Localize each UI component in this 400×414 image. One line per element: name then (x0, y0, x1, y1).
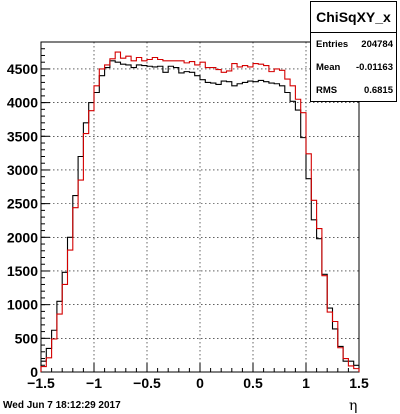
timestamp-footer: Wed Jun 7 18:12:29 2017 (3, 400, 121, 411)
stats-mean-row: Mean -0.01163 (311, 56, 396, 79)
stats-entries-row: Entries 204784 (311, 33, 396, 56)
y-tick-labels: 0 500 1000 1500 2000 2500 3000 3500 4000 4500 (7, 61, 38, 380)
stats-box: ChiSqXY_x Entries 204784 Mean -0.01163 R… (310, 1, 397, 102)
x-tick-label: 0 (196, 375, 204, 391)
x-tick-label: −0.5 (133, 375, 161, 391)
x-tick-label: −1.5 (27, 375, 55, 391)
y-tick-label: 4500 (7, 61, 38, 77)
y-tick-label: 1000 (7, 297, 38, 313)
y-tick-label: 3000 (7, 162, 38, 178)
stats-rms-label: RMS (316, 85, 338, 96)
y-tick-label: 0 (30, 364, 38, 380)
grid-lines (41, 42, 359, 372)
stats-rms-row: RMS 0.6815 (311, 79, 396, 102)
x-tick-label: 1.5 (349, 375, 369, 391)
stats-mean-label: Mean (316, 62, 341, 73)
y-tick-label: 500 (15, 330, 39, 346)
y-tick-label: 1500 (7, 263, 38, 279)
stats-rms-value: 0.6815 (363, 85, 393, 96)
histogram-series (40, 51, 360, 372)
stats-title: ChiSqXY_x (311, 2, 396, 33)
y-tick-label: 3500 (7, 128, 38, 144)
x-tick-label: −1 (86, 375, 102, 391)
x-tick-labels: −1.5 −1 −0.5 0 0.5 1 1.5 (27, 375, 369, 391)
x-tick-label: 0.5 (243, 375, 263, 391)
x-tick-label: 1 (302, 375, 310, 391)
axis-ticks (40, 41, 360, 373)
stats-entries-value: 204784 (361, 39, 393, 50)
stats-entries-label: Entries (316, 39, 349, 50)
y-tick-label: 2000 (7, 229, 38, 245)
series-black-histogram (40, 60, 360, 372)
y-tick-label: 2500 (7, 196, 38, 212)
y-tick-label: 4000 (7, 95, 38, 111)
series-red-histogram (40, 51, 360, 372)
stats-mean-value: -0.01163 (356, 62, 393, 73)
x-axis-label: η (349, 398, 358, 414)
